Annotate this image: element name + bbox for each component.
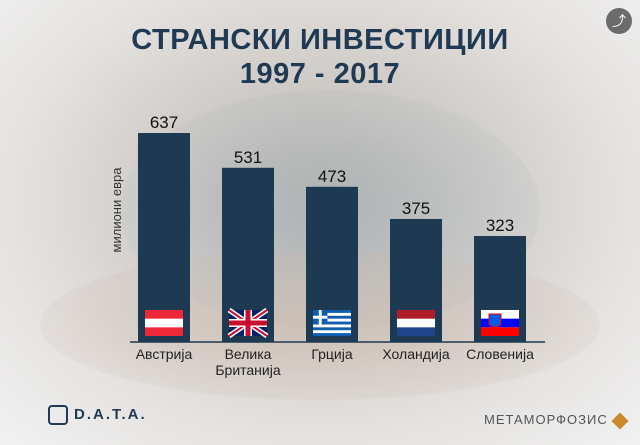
metamorfozis-logo: МЕТАМОРФОЗИС (484, 412, 629, 430)
greece-flag (313, 310, 351, 336)
share-icon[interactable]: ⤴ (606, 8, 632, 34)
bar-value-label: 637 (150, 113, 178, 132)
metamorfozis-logo-text: МЕТАМОРФОЗИС (484, 412, 608, 427)
chart-title-line2: 1997 - 2017 (239, 58, 401, 90)
data-logo-icon (48, 405, 68, 425)
uk-flag (227, 307, 269, 339)
x-tick-label: Британија (215, 362, 280, 378)
data-logo: D.A.T.A. (48, 405, 147, 425)
x-tick-label: Холандија (382, 346, 449, 362)
x-tick-label: Велика (225, 346, 272, 362)
data-logo-text: D.A.T.A. (74, 405, 147, 423)
x-tick-label: Словенија (466, 346, 534, 362)
netherlands-flag (397, 310, 435, 336)
slovenia-flag (481, 310, 519, 336)
chart-title-line1: СТРАНСКИ ИНВЕСТИЦИИ (131, 24, 509, 56)
y-axis-label: милиони евра (109, 167, 124, 253)
bar-value-label: 473 (318, 167, 346, 186)
metamorfozis-logo-icon (611, 412, 629, 430)
bar-value-label: 323 (486, 216, 514, 235)
x-tick-label: Австрија (136, 346, 193, 362)
austria-flag (145, 310, 183, 336)
x-tick-label: Грција (311, 346, 353, 362)
bar-value-label: 531 (234, 148, 262, 167)
bar (138, 133, 190, 342)
bar-value-label: 375 (402, 199, 430, 218)
